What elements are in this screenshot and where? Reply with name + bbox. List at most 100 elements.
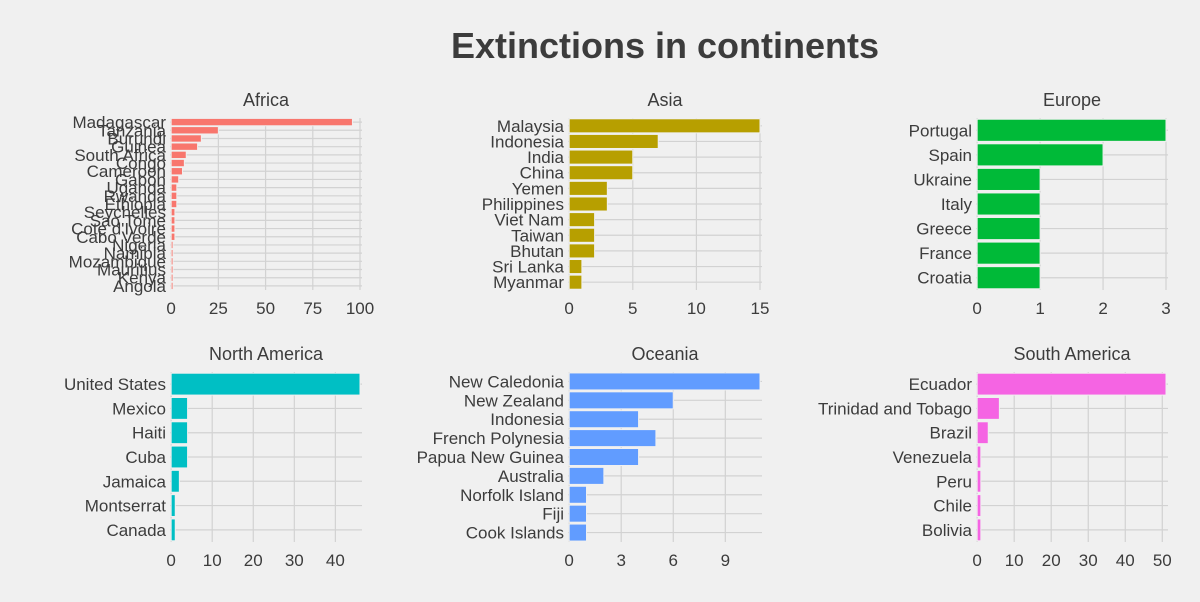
category-label-asia-sri-lanka: Sri Lanka — [492, 258, 564, 277]
bar-south-america-venezuela — [976, 445, 982, 469]
tick-label-oceania: 3 — [616, 551, 625, 570]
tick-label-south-america: 20 — [1042, 551, 1061, 570]
bar-oceania-new-caledonia — [568, 372, 761, 391]
category-label-africa-burundi: Burundi — [107, 129, 166, 148]
category-label-africa-cabo-verde: Cabo Verde — [76, 228, 166, 247]
bar-oceania-australia — [568, 466, 605, 485]
tick-label-europe: 2 — [1098, 299, 1107, 318]
bar-africa-madagascar — [170, 117, 353, 127]
tick-label-africa: 50 — [256, 299, 275, 318]
bar-asia-taiwan — [568, 227, 596, 243]
category-label-europe-italy: Italy — [941, 195, 973, 214]
bar-europe-france — [976, 241, 1041, 265]
bar-africa-kenya — [170, 273, 174, 282]
bar-asia-sri-lanka — [568, 259, 583, 275]
category-label-north-america-canada: Canada — [106, 521, 166, 540]
category-label-asia-india: India — [527, 148, 564, 167]
bar-africa-cote-d-ivoire — [170, 224, 176, 233]
tick-label-asia: 5 — [628, 299, 637, 318]
tick-label-africa: 0 — [166, 299, 175, 318]
tick-label-asia: 0 — [564, 299, 573, 318]
bar-north-america-cuba — [170, 445, 189, 469]
category-label-africa-mauritius: Mauritius — [97, 261, 166, 280]
category-label-africa-kenya: Kenya — [118, 269, 167, 288]
category-label-oceania-australia: Australia — [498, 467, 565, 486]
facet-title-africa: Africa — [243, 90, 290, 110]
bar-africa-angola — [170, 281, 174, 291]
facet-title-europe: Europe — [1043, 90, 1101, 110]
category-label-africa-madagascar: Madagascar — [72, 113, 166, 132]
category-label-africa-uganda: Uganda — [106, 179, 166, 198]
category-label-asia-viet-nam: Viet Nam — [494, 211, 564, 230]
bar-asia-viet-nam — [568, 212, 596, 228]
category-label-north-america-montserrat: Montserrat — [85, 497, 167, 516]
chart-title: Extinctions in continents — [451, 25, 879, 66]
bar-africa-rwanda — [170, 191, 178, 200]
category-label-asia-indonesia: Indonesia — [490, 132, 564, 151]
tick-label-asia: 10 — [687, 299, 706, 318]
category-label-oceania-new-zealand: New Zealand — [464, 391, 564, 410]
bar-africa-guinea — [170, 142, 199, 151]
category-label-north-america-haiti: Haiti — [132, 424, 166, 443]
tick-label-oceania: 6 — [669, 551, 678, 570]
bar-africa-south-africa — [170, 150, 187, 160]
bar-europe-ukraine — [976, 167, 1041, 191]
bar-oceania-fiji — [568, 504, 588, 523]
bar-asia-malaysia — [568, 118, 761, 134]
tick-label-north-america: 20 — [244, 551, 263, 570]
bar-asia-bhutan — [568, 243, 596, 259]
category-label-europe-greece: Greece — [916, 220, 972, 239]
bar-africa-uganda — [170, 183, 178, 192]
bar-africa-ethiopia — [170, 199, 178, 209]
bar-asia-yemen — [568, 180, 608, 196]
tick-label-europe: 1 — [1035, 299, 1044, 318]
bar-asia-indonesia — [568, 133, 659, 149]
bar-africa-nigeria — [170, 240, 174, 250]
bar-south-america-chile — [976, 494, 982, 517]
bar-europe-italy — [976, 192, 1041, 216]
bar-europe-croatia — [976, 266, 1041, 290]
category-label-asia-malaysia: Malaysia — [497, 117, 565, 136]
bar-south-america-peru — [976, 469, 982, 493]
category-label-africa-angola: Angola — [113, 277, 166, 296]
facet-title-asia: Asia — [647, 90, 683, 110]
bar-north-america-montserrat — [170, 494, 176, 517]
facet-africa: Africa MadagascarTanzaniaBurundiGuineaSou… — [69, 90, 375, 318]
facet-north-america: North America United States Mexico Haiti Cub… — [64, 344, 362, 570]
tick-label-africa: 75 — [303, 299, 322, 318]
category-label-europe-spain: Spain — [929, 146, 972, 165]
category-label-south-america-peru: Peru — [936, 472, 972, 491]
bar-africa-namibia — [170, 248, 174, 258]
category-label-europe-ukraine: Ukraine — [913, 170, 972, 189]
tick-label-south-america: 0 — [972, 551, 981, 570]
category-label-africa-mozambique: Mozambique — [69, 252, 166, 271]
bar-north-america-mexico — [170, 397, 189, 420]
tick-label-oceania: 0 — [564, 551, 573, 570]
bar-africa-mauritius — [170, 265, 174, 274]
bar-africa-burundi — [170, 134, 202, 143]
category-label-europe-france: France — [919, 244, 972, 263]
category-label-north-america-jamaica: Jamaica — [103, 472, 167, 491]
category-label-africa-tanzania: Tanzania — [98, 121, 167, 140]
category-label-oceania-indonesia: Indonesia — [490, 410, 564, 429]
bar-europe-greece — [976, 217, 1041, 241]
facet-south-america: South America Ecuador Trinidad and Tobago B… — [818, 344, 1172, 570]
category-label-north-america-united-states: United States — [64, 375, 166, 394]
category-label-asia-china: China — [520, 164, 565, 183]
category-label-oceania-fiji: Fiji — [542, 505, 564, 524]
category-label-asia-philippines: Philippines — [482, 195, 564, 214]
tick-label-europe: 0 — [972, 299, 981, 318]
tick-label-africa: 100 — [346, 299, 374, 318]
category-label-africa-gabon: Gabon — [115, 170, 166, 189]
facet-grid: AfricaMadagascarTanzaniaBurundiGuineaSou… — [64, 90, 1172, 570]
bar-oceania-french-polynesia — [568, 429, 657, 448]
bar-asia-myanmar — [568, 274, 583, 290]
bar-oceania-papua-new-guinea — [568, 448, 640, 466]
bar-north-america-jamaica — [170, 469, 180, 493]
tick-label-oceania: 9 — [721, 551, 730, 570]
facet-asia: Asia MalaysiaIndonesiaIndiaChinaYemenPhil… — [482, 90, 770, 318]
tick-label-europe: 3 — [1161, 299, 1170, 318]
bar-south-america-trinidad-and-tobago — [976, 397, 1000, 420]
category-label-oceania-papua-new-guinea: Papua New Guinea — [417, 448, 565, 467]
